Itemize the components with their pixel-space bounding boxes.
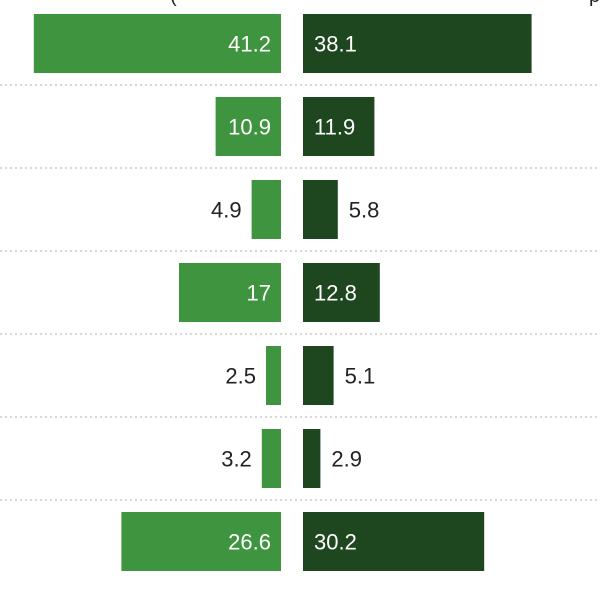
left-value-label: 26.6 (228, 529, 271, 554)
right-value-label: 38.1 (314, 31, 357, 56)
right-value-label: 2.9 (331, 446, 362, 471)
left-bar (179, 263, 281, 322)
left-value-label: 10.9 (228, 114, 271, 139)
left-value-label: 4.9 (211, 197, 242, 222)
row-separators (0, 84, 600, 501)
right-bar (303, 97, 375, 156)
left-bar (33, 14, 281, 73)
value-labels: 41.2 38.1 10.9 11.9 4.9 5.8 17 12.8 2.5 5.1 3.2 2.9… (211, 31, 379, 554)
right-value-label: 11.9 (314, 114, 355, 139)
right-bar (303, 512, 485, 571)
right-bar (303, 263, 380, 322)
left-bar (261, 429, 281, 488)
left-value-label: 41.2 (228, 31, 271, 56)
left-value-label: 2.5 (225, 363, 256, 388)
right-bar (303, 180, 338, 239)
right-bar (303, 14, 532, 73)
right-value-label: 30.2 (314, 529, 357, 554)
left-bar (266, 346, 281, 405)
right-bar (303, 346, 334, 405)
right-bar (303, 429, 321, 488)
right-value-label: 5.1 (345, 363, 376, 388)
right-value-label: 5.8 (349, 197, 380, 222)
left-value-label: 3.2 (221, 446, 252, 471)
right-value-label: 12.8 (314, 280, 357, 305)
left-bar (251, 180, 281, 239)
left-header-fragment: ( (170, 0, 177, 7)
bars (33, 14, 532, 571)
left-bar (121, 512, 282, 571)
right-header-fragment: p (589, 0, 600, 7)
left-bar (215, 97, 281, 156)
left-value-label: 17 (247, 280, 271, 305)
